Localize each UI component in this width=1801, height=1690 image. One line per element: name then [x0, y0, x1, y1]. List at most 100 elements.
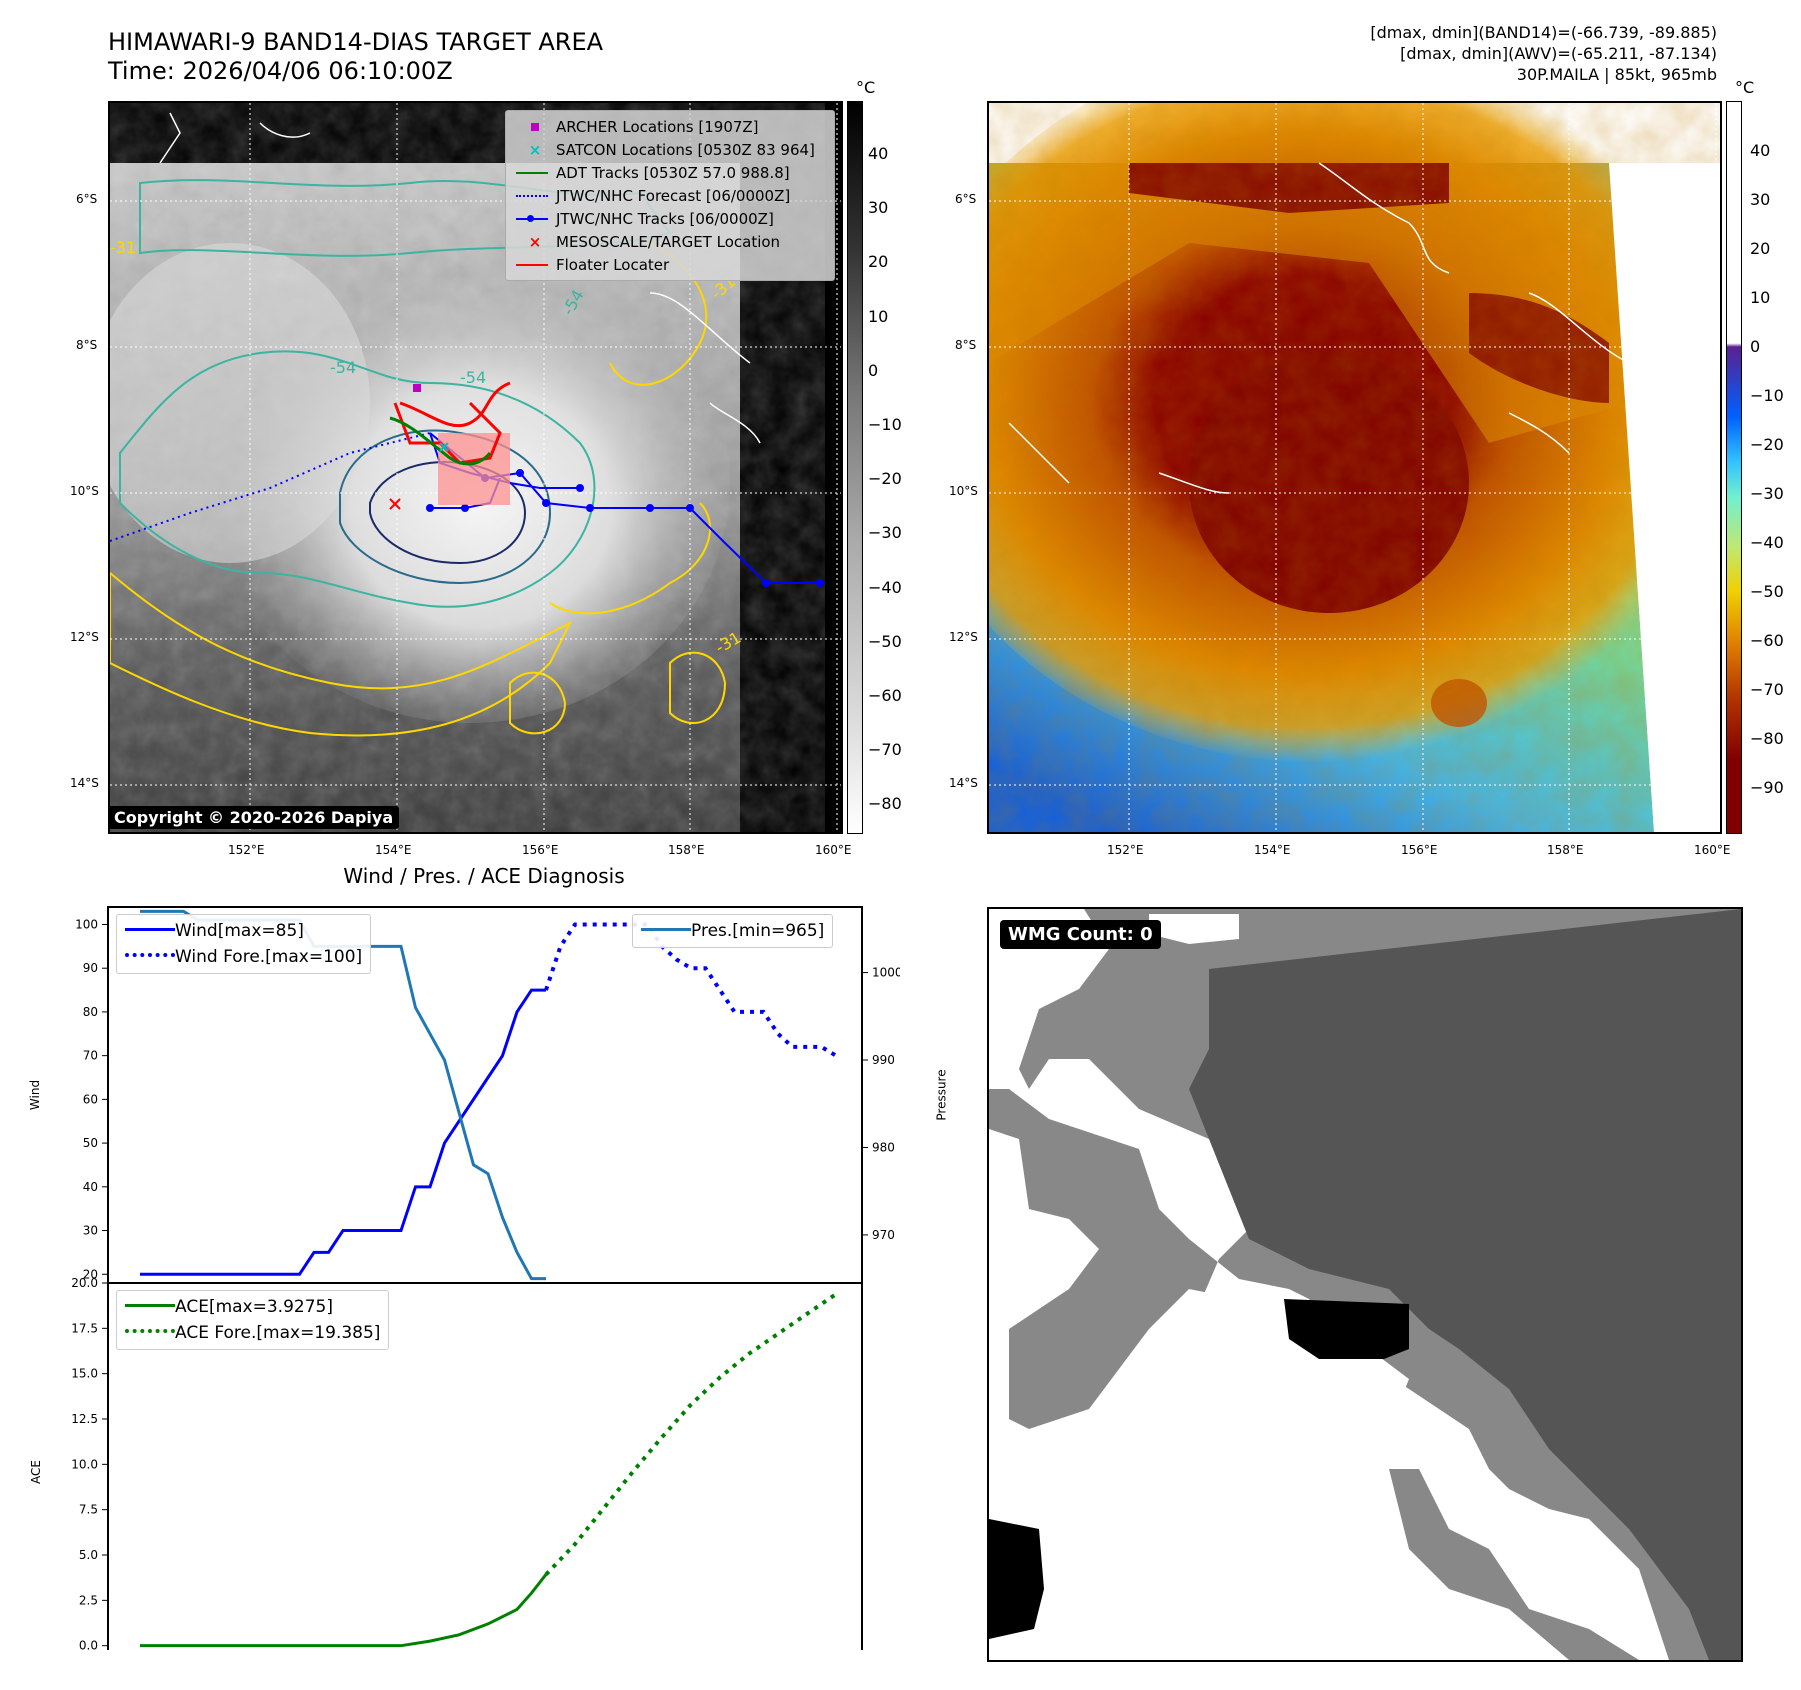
colorbar-tick-label: 0 [1750, 337, 1761, 356]
wmg-black-blob-2 [989, 1519, 1044, 1639]
colorbar-tick-label: −50 [1750, 582, 1784, 601]
floater-box [438, 433, 510, 505]
lon-tick: 156°E [1401, 843, 1438, 857]
line-icon [514, 165, 556, 181]
archer-marker [413, 384, 421, 392]
legend-ace-forecast: ACE Fore.[max=19.385] [125, 1320, 380, 1346]
satcon-marker [439, 442, 449, 452]
title-line-2: Time: 2026/04/06 06:10:00Z [108, 57, 453, 85]
lon-tick: 152°E [228, 843, 265, 857]
x-marker-icon: × [528, 140, 542, 159]
colorbar-tick-label: −40 [868, 577, 902, 597]
pressure-y-tick-label: 970 [872, 1228, 895, 1242]
ir-map-panel: -54 -54 -54 -31 -31 -31 ARCHER Locations… [108, 101, 843, 834]
lat-tick: 14°S [70, 776, 99, 790]
target-marker [389, 498, 401, 510]
legend-adt: ADT Tracks [0530Z 57.0 988.8] [514, 161, 826, 184]
gray-colorbar [847, 101, 863, 834]
wind-y-tick-label: 40 [83, 1180, 98, 1194]
copyright-label: Copyright © 2020-2026 Dapiya [108, 806, 400, 829]
colorbar-tick-label: −90 [1750, 778, 1784, 797]
lon-tick: 160°E [815, 843, 852, 857]
colorbar-tick-label: −70 [868, 740, 902, 760]
graticule-2 [989, 103, 1720, 832]
wind-y-tick-label: 70 [83, 1049, 98, 1063]
lon-tick: 152°E [1107, 843, 1144, 857]
wind-y-tick-label: 80 [83, 1005, 98, 1019]
adt-track [389, 416, 492, 466]
lon-tick: 154°E [375, 843, 412, 857]
wind-y-tick-label: 100 [75, 917, 98, 931]
lon-tick: 154°E [1254, 843, 1291, 857]
lat-tick: 12°S [70, 630, 99, 644]
lat-tick: 10°S [70, 484, 99, 498]
diagnosis-title: Wind / Pres. / ACE Diagnosis [343, 864, 625, 888]
lat-tick: 6°S [955, 192, 977, 206]
ace-line [140, 1573, 548, 1648]
coastline-islands [649, 292, 761, 444]
legend-pressure: Pres.[min=965] [641, 918, 824, 944]
lat-tick: 8°S [955, 338, 977, 352]
ace-legend: ACE[max=3.9275] ACE Fore.[max=19.385] [116, 1290, 390, 1350]
pressure-y-tick-label: 980 [872, 1140, 895, 1154]
stats-block: [dmax, dmin](BAND14)=(-66.739, -89.885) … [1370, 22, 1717, 85]
legend-satcon: × SATCON Locations [0530Z 83 964] [514, 138, 826, 161]
pressure-axis-label: Pressure [934, 1069, 949, 1121]
wmg-dark-gray-region [1189, 909, 1741, 1660]
ace-y-tick-label: 15.0 [71, 1367, 98, 1381]
ace-axes-frame [107, 1282, 863, 1650]
contour-teal-outer [119, 350, 596, 608]
colorbar-tick-label: −80 [868, 794, 902, 814]
colorbar-tick-label: −20 [868, 469, 902, 489]
wmg-black-blob [1284, 1299, 1409, 1359]
no-data-region [740, 163, 841, 832]
colorbar-tick-label: −30 [1750, 484, 1784, 503]
colorbar-tick-label: −40 [1750, 533, 1784, 552]
legend-floater: Floater Locater [514, 253, 826, 276]
line-icon [514, 257, 556, 273]
colorbar-tick-label: 20 [1750, 239, 1771, 258]
ace-y-tick-label: 10.0 [71, 1457, 98, 1471]
lon-tick: 158°E [668, 843, 705, 857]
colorbar-tick-label: 20 [868, 252, 889, 272]
ace-forecast-line [544, 1292, 838, 1576]
color-ir-image [989, 103, 1720, 832]
colorbar-tick-label: −70 [1750, 680, 1784, 699]
color-texture [989, 163, 1654, 832]
no-data-region-2 [1609, 163, 1720, 832]
lat-tick: 12°S [949, 630, 978, 644]
colorbar-tick-label: −60 [868, 686, 902, 705]
colorbar-tick-label: 40 [1750, 141, 1771, 160]
wmg-count-badge: WMG Count: 0 [1000, 920, 1161, 949]
figure-title: HIMAWARI-9 BAND14-DIAS TARGET AREA Time:… [108, 28, 603, 86]
wind-y-tick-label: 20 [83, 1267, 98, 1281]
wind-legend: Wind[max=85] Wind Fore.[max=100] [116, 914, 372, 974]
stat-awv: [dmax, dmin](AWV)=(-65.211, -87.134) [1400, 44, 1717, 63]
dotted-line-icon [125, 1329, 175, 1347]
title-line-1: HIMAWARI-9 BAND14-DIAS TARGET AREA [108, 28, 604, 56]
colorbar-tick-label: −60 [1750, 631, 1784, 650]
lon-tick: 158°E [1547, 843, 1584, 857]
wmg-image [989, 909, 1741, 1660]
dotted-line-icon [514, 188, 556, 204]
contour-navy-core [369, 461, 527, 565]
wind-y-tick-label: 50 [83, 1136, 98, 1150]
wmg-white-region [989, 1289, 1509, 1660]
wind-line [140, 988, 546, 1276]
coastlines [1008, 162, 1630, 494]
coastline-north [159, 112, 311, 164]
ace-y-tick-label: 7.5 [79, 1503, 98, 1517]
line-icon [125, 927, 175, 945]
color-colorbar [1726, 101, 1742, 834]
dotted-line-icon [125, 953, 175, 971]
legend-mesoscale: × MESOSCALE/TARGET Location [514, 230, 826, 253]
lon-tick: 160°E [1694, 843, 1731, 857]
contour-yellow-cell-2 [669, 651, 727, 724]
wmg-mid-gray-band [1389, 1469, 1639, 1660]
color-ir-panel [987, 101, 1722, 834]
ace-y-tick-label: 2.5 [79, 1593, 98, 1607]
storm-name-intensity: 30P.MAILA | 85kt, 965mb [1516, 65, 1717, 84]
colorbar-tick-label: −80 [1750, 729, 1784, 748]
line-dot-icon [514, 211, 556, 227]
legend-jtwc-forecast: JTWC/NHC Forecast [06/0000Z] [514, 184, 826, 207]
